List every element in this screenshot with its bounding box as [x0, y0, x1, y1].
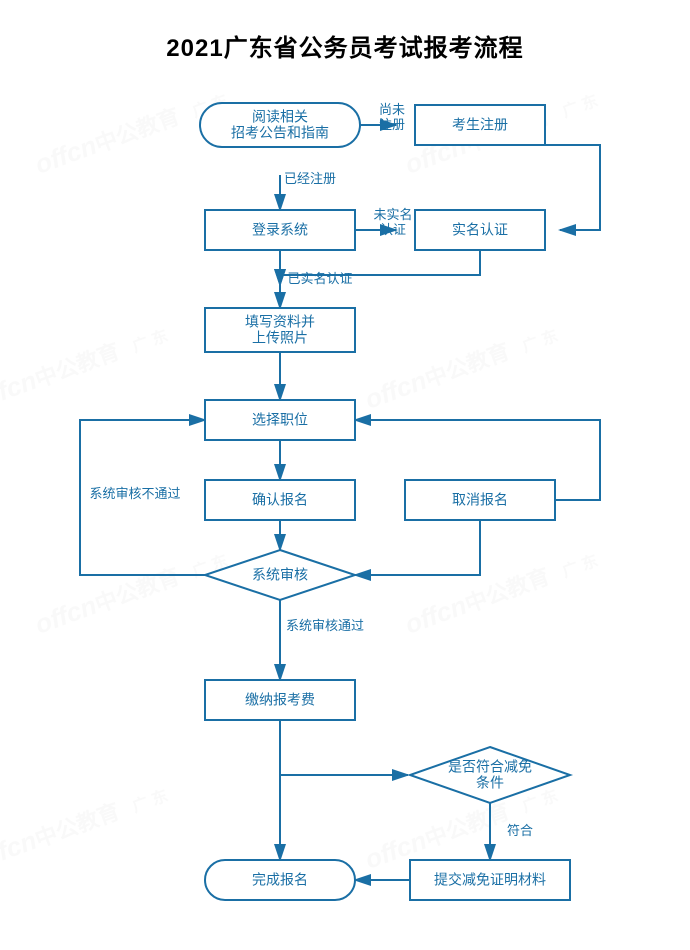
svg-text:系统审核: 系统审核 — [252, 567, 308, 583]
svg-text:阅读相关: 阅读相关 — [252, 109, 308, 125]
svg-text:登录系统: 登录系统 — [252, 222, 308, 238]
node-n7: 确认报名 — [205, 480, 355, 520]
svg-text:已经注册: 已经注册 — [284, 171, 336, 186]
flowchart-canvas: 尚未注册已经注册未实名认证已实名认证系统审核不通过系统审核通过符合 阅读相关招考… — [0, 0, 690, 950]
node-n8: 取消报名 — [405, 480, 555, 520]
svg-text:填写资料并: 填写资料并 — [245, 314, 315, 330]
node-n1: 阅读相关招考公告和指南 — [200, 103, 360, 147]
svg-text:缴纳报考费: 缴纳报考费 — [245, 692, 315, 708]
node-n4: 实名认证 — [415, 210, 545, 250]
node-n6: 选择职位 — [205, 400, 355, 440]
svg-text:是否符合减免: 是否符合减免 — [448, 759, 532, 775]
svg-text:条件: 条件 — [476, 775, 504, 791]
svg-text:系统审核通过: 系统审核通过 — [286, 618, 364, 633]
svg-text:选择职位: 选择职位 — [252, 412, 308, 428]
node-n13: 完成报名 — [205, 860, 355, 900]
svg-text:确认报名: 确认报名 — [252, 492, 308, 508]
node-n3: 登录系统 — [205, 210, 355, 250]
svg-text:取消报名: 取消报名 — [452, 492, 508, 508]
svg-text:完成报名: 完成报名 — [252, 872, 308, 888]
svg-text:认证: 认证 — [380, 222, 406, 237]
svg-text:符合: 符合 — [507, 823, 533, 838]
node-n11: 是否符合减免条件 — [410, 747, 570, 803]
svg-text:上传照片: 上传照片 — [252, 330, 308, 346]
svg-text:已实名认证: 已实名认证 — [287, 271, 352, 286]
svg-text:实名认证: 实名认证 — [452, 222, 508, 238]
node-n12: 提交减免证明材料 — [410, 860, 570, 900]
node-n9: 系统审核 — [205, 550, 355, 600]
svg-text:提交减免证明材料: 提交减免证明材料 — [434, 872, 546, 888]
svg-text:未实名: 未实名 — [373, 207, 412, 222]
node-n2: 考生注册 — [415, 105, 545, 145]
svg-text:系统审核不通过: 系统审核不通过 — [89, 486, 180, 501]
svg-text:注册: 注册 — [379, 117, 405, 132]
node-n5: 填写资料并上传照片 — [205, 308, 355, 352]
node-n10: 缴纳报考费 — [205, 680, 355, 720]
svg-text:尚未: 尚未 — [379, 102, 405, 117]
svg-text:考生注册: 考生注册 — [452, 117, 508, 133]
svg-text:招考公告和指南: 招考公告和指南 — [231, 125, 329, 141]
